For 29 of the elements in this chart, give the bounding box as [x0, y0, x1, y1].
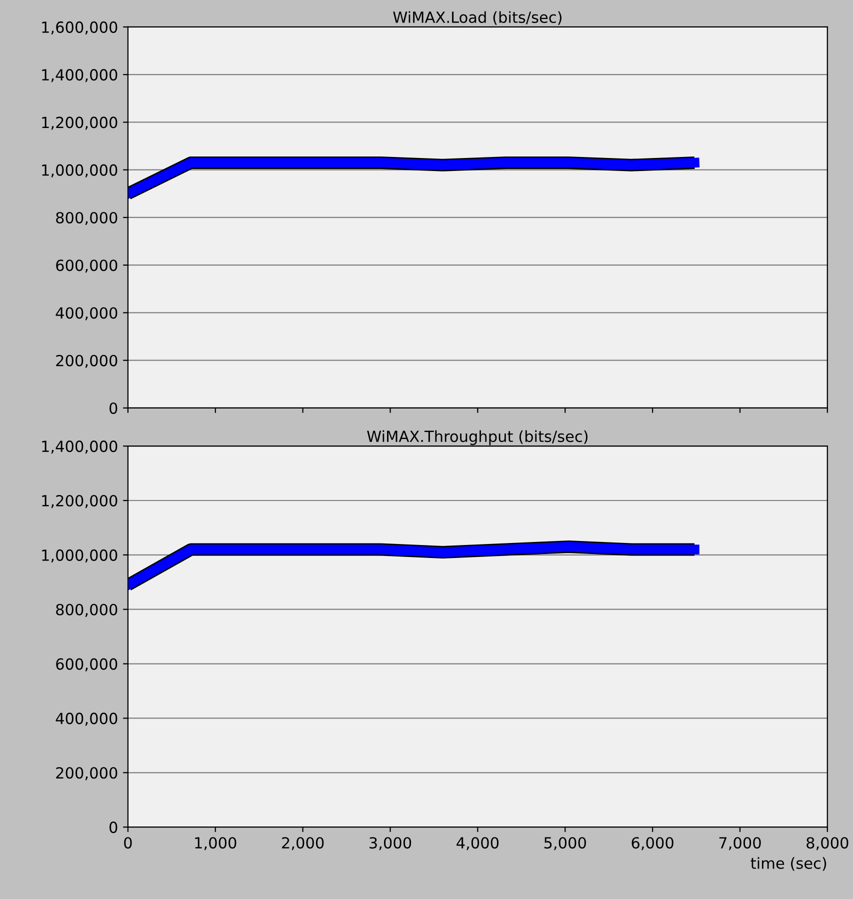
- x-tick-label: 0: [124, 837, 132, 849]
- y-tick-label: 1,200,000: [42, 116, 118, 130]
- x-tick-label: 4,000: [456, 837, 499, 850]
- y-tick-label: 1,400,000: [42, 440, 118, 454]
- x-tick-label: 1,000: [195, 837, 236, 850]
- y-tick-label: 1,200,000: [42, 494, 118, 508]
- y-tick-label: 200,000: [56, 767, 118, 780]
- chart-title: WiMAX.Throughput (bits/sec): [367, 430, 588, 446]
- y-tick-label: 1,000,000: [42, 164, 118, 178]
- x-axis-title: time (sec): [750, 857, 826, 871]
- x-tick-label: 8,000: [806, 837, 848, 850]
- y-tick-label: 200,000: [56, 354, 118, 368]
- y-tick-label: 1,600,000: [42, 21, 118, 35]
- x-tick-label: 2,000: [282, 837, 324, 850]
- y-tick-label: 400,000: [56, 712, 118, 726]
- y-tick-label: 600,000: [56, 658, 118, 672]
- y-tick-label: 400,000: [56, 307, 118, 320]
- y-tick-label: 1,000,000: [42, 549, 118, 563]
- x-tick-label: 7,000: [719, 837, 761, 850]
- x-tick-label: 3,000: [370, 837, 412, 850]
- x-tick-label: 6,000: [632, 837, 674, 850]
- y-tick-label: 800,000: [56, 212, 118, 226]
- y-tick-label: 1,400,000: [42, 69, 118, 82]
- x-tick-label: 5,000: [544, 837, 586, 850]
- y-tick-label: 0: [110, 402, 118, 414]
- chart-title: WiMAX.Load (bits/sec): [393, 11, 562, 25]
- y-tick-label: 0: [110, 822, 118, 834]
- y-tick-label: 800,000: [56, 604, 118, 617]
- y-tick-label: 600,000: [56, 260, 118, 273]
